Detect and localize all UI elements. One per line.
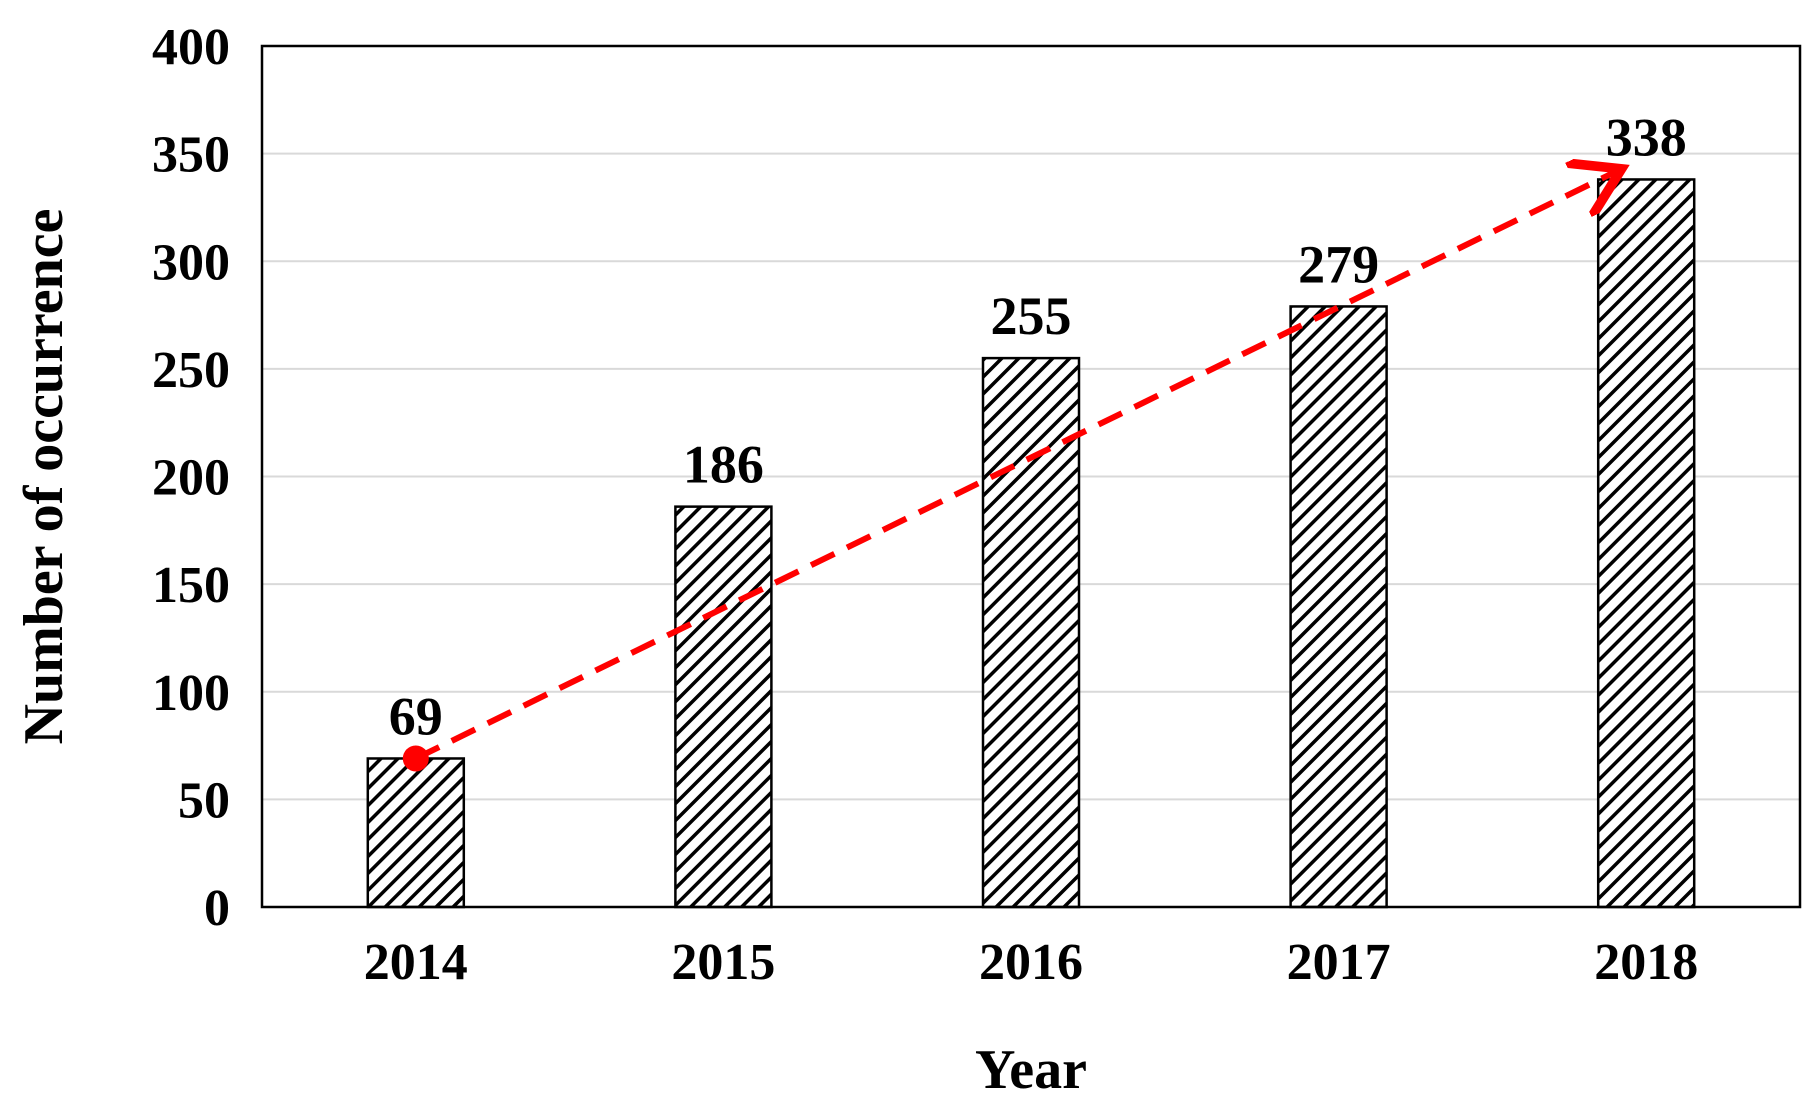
y-tick-label: 350 (152, 127, 230, 184)
data-labels: 69 186 255 279 338 (389, 107, 1687, 746)
data-label-2018: 338 (1606, 107, 1687, 167)
data-label-2014: 69 (389, 686, 443, 746)
x-tick-label-2017: 2017 (1287, 934, 1391, 991)
x-tick-label-2016: 2016 (979, 934, 1083, 991)
y-tick-label: 400 (152, 19, 230, 76)
bar-2016 (981, 356, 1081, 909)
bar-2017 (1289, 305, 1388, 909)
y-tick-label: 300 (152, 234, 230, 291)
x-axis-title: Year (975, 1039, 1087, 1101)
y-tick-label: 200 (152, 450, 230, 507)
bar-2015 (674, 505, 773, 909)
bar-2014 (366, 757, 466, 909)
y-tick-label: 250 (152, 342, 230, 399)
data-label-2017: 279 (1298, 234, 1379, 294)
y-axis-tick-labels: 0 50 100 150 200 250 300 350 400 (152, 19, 230, 937)
trend-arrow-line (414, 171, 1616, 762)
y-tick-label: 50 (178, 772, 230, 829)
trend-start-dot (402, 745, 429, 772)
x-tick-label-2015: 2015 (671, 934, 775, 991)
plot-area-frame (260, 44, 1802, 909)
y-tick-label: 150 (152, 557, 230, 614)
bars (366, 178, 1696, 909)
data-label-2016: 255 (991, 286, 1072, 346)
x-axis-category-labels: 2014 2015 2016 2017 2018 (364, 934, 1698, 991)
x-tick-label-2014: 2014 (364, 934, 468, 991)
y-tick-label: 100 (152, 665, 230, 722)
trend-arrow (402, 171, 1616, 772)
y-axis-title: Number of occurrence (13, 209, 75, 745)
x-tick-label-2018: 2018 (1594, 934, 1698, 991)
bar-2018 (1596, 178, 1696, 909)
y-tick-label: 0 (204, 880, 230, 937)
data-label-2015: 186 (683, 435, 764, 495)
